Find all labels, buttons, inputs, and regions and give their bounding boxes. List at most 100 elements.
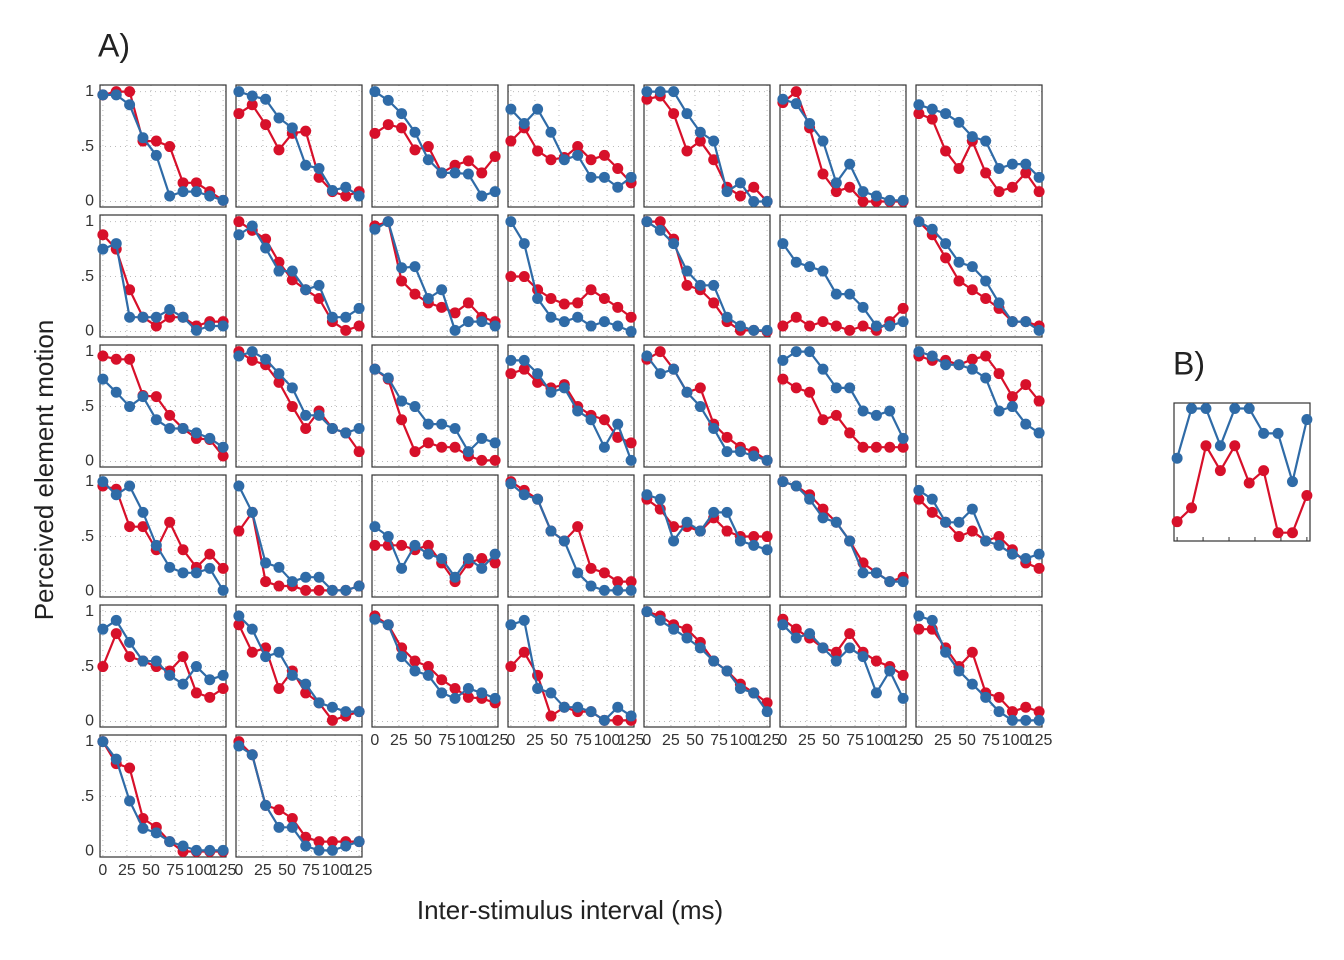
panel-frame xyxy=(915,604,1043,728)
data-point xyxy=(870,655,882,667)
data-point xyxy=(598,414,610,426)
data-point xyxy=(804,261,816,273)
data-point xyxy=(436,687,448,699)
data-point xyxy=(558,154,570,166)
data-point xyxy=(966,646,978,658)
data-point xyxy=(190,177,202,189)
x-tick-label: 25 xyxy=(798,732,816,749)
data-point xyxy=(980,135,992,147)
data-point xyxy=(641,216,653,228)
data-point xyxy=(110,89,122,101)
data-point xyxy=(966,363,978,375)
panel-frame xyxy=(779,214,907,338)
data-point xyxy=(204,562,216,574)
data-point xyxy=(708,279,720,291)
series-line xyxy=(374,90,496,198)
data-point xyxy=(721,525,733,537)
series-line xyxy=(510,359,633,461)
data-point xyxy=(449,307,461,319)
series-line xyxy=(509,221,632,333)
x-tick-label: 75 xyxy=(574,732,592,749)
x-tick-label: 100 xyxy=(322,862,349,879)
data-point xyxy=(124,401,136,413)
data-point xyxy=(532,368,544,380)
data-point xyxy=(233,216,245,228)
series-line xyxy=(646,498,768,538)
data-point xyxy=(1286,476,1298,488)
data-point xyxy=(953,256,965,268)
x-tick-label: 75 xyxy=(438,732,456,749)
data-point xyxy=(857,186,869,198)
data-point xyxy=(708,423,720,435)
data-point xyxy=(505,478,517,490)
data-point xyxy=(286,382,298,394)
data-point xyxy=(913,623,925,635)
data-point xyxy=(260,576,272,588)
data-point xyxy=(436,418,448,430)
data-point xyxy=(396,275,408,287)
data-point xyxy=(884,665,896,677)
data-point xyxy=(137,506,149,518)
data-point xyxy=(870,409,882,421)
data-point xyxy=(505,619,517,631)
data-point xyxy=(409,288,421,300)
data-point xyxy=(844,642,856,654)
data-point xyxy=(476,190,488,202)
series-line xyxy=(374,123,496,175)
data-point xyxy=(857,196,869,208)
data-point xyxy=(300,584,312,596)
data-point xyxy=(260,93,272,105)
data-point xyxy=(844,181,856,193)
data-point xyxy=(177,567,189,579)
data-point xyxy=(761,196,773,208)
data-point xyxy=(353,446,365,458)
data-point xyxy=(137,521,149,533)
data-point xyxy=(1272,427,1284,439)
panel-frame xyxy=(779,604,907,728)
data-point xyxy=(449,441,461,453)
data-point xyxy=(1286,527,1298,539)
series-line xyxy=(510,480,632,583)
data-point xyxy=(830,382,842,394)
data-point xyxy=(177,840,189,852)
data-point xyxy=(681,108,693,120)
data-point xyxy=(449,167,461,179)
data-point xyxy=(353,580,365,592)
data-point xyxy=(204,432,216,444)
data-point xyxy=(217,844,229,856)
series-line xyxy=(374,615,496,704)
x-tick-label: 50 xyxy=(686,732,704,749)
data-point xyxy=(217,441,229,453)
data-point xyxy=(462,553,474,565)
data-point xyxy=(1006,391,1018,403)
data-point xyxy=(940,238,952,250)
data-point xyxy=(422,548,434,560)
y-axis-label: Perceived element motion xyxy=(29,320,59,621)
y-tick-label: .5 xyxy=(81,268,94,285)
panel-frame xyxy=(99,214,227,338)
data-point xyxy=(1214,465,1226,477)
data-point xyxy=(150,135,162,147)
data-point xyxy=(340,324,352,336)
data-point xyxy=(246,220,258,232)
y-tick-label: 1 xyxy=(85,473,94,490)
data-point xyxy=(572,701,584,713)
data-point xyxy=(598,171,610,183)
panel-frame xyxy=(99,84,227,208)
data-point xyxy=(598,149,610,161)
data-point xyxy=(681,265,693,277)
data-point xyxy=(777,93,789,105)
data-point xyxy=(913,108,925,120)
data-point xyxy=(150,149,162,161)
data-point xyxy=(777,238,789,250)
data-point xyxy=(353,836,365,848)
y-tick-label: 0 xyxy=(85,193,94,210)
data-point xyxy=(422,539,434,551)
data-point xyxy=(436,167,448,179)
data-point xyxy=(313,163,325,175)
data-point xyxy=(940,108,952,120)
data-point xyxy=(273,804,285,816)
data-point xyxy=(150,414,162,426)
data-point xyxy=(953,665,965,677)
series-line xyxy=(374,525,496,580)
